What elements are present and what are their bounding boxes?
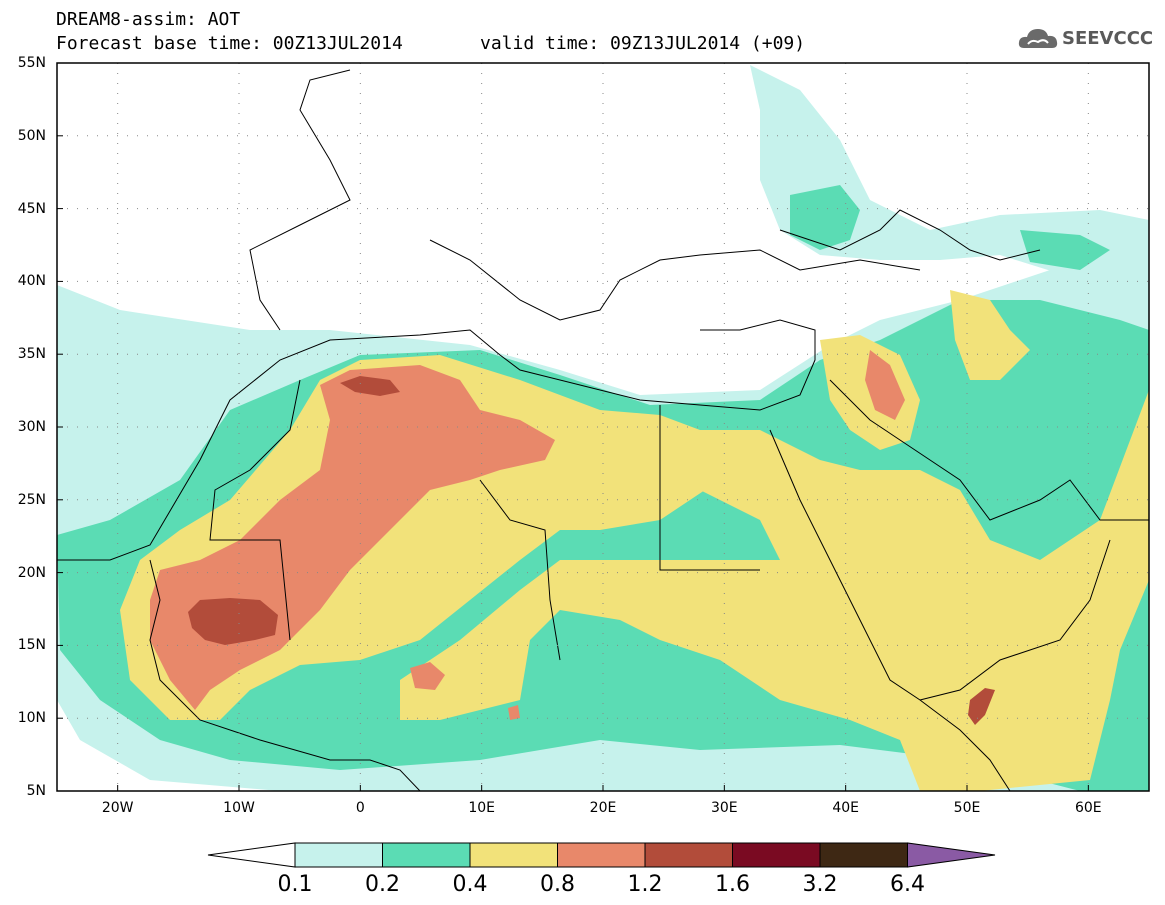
cloud-icon xyxy=(1018,29,1058,48)
lon-label: 60E xyxy=(1074,800,1102,816)
lon-label: 20W xyxy=(101,800,134,816)
colorbar-over-arrow xyxy=(907,842,996,868)
colorbar-label: 0.1 xyxy=(277,872,313,897)
lon-label: 0 xyxy=(355,800,365,816)
colorbar-box xyxy=(819,842,908,868)
lat-label: 5N xyxy=(26,783,46,799)
lon-label: 10W xyxy=(223,800,255,816)
lat-label: 50N xyxy=(17,127,46,144)
lon-label: 30E xyxy=(710,800,738,816)
colorbar-box xyxy=(382,842,471,868)
lon-label: 40E xyxy=(832,800,859,816)
lat-label: 40N xyxy=(17,273,46,290)
coastlines xyxy=(57,69,1149,791)
valid-time: valid time: 09Z13JUL2014 (+09) xyxy=(480,33,806,54)
lat-label: 45N xyxy=(17,200,46,217)
colorbar-box xyxy=(644,842,733,868)
colorbar-label: 0.2 xyxy=(365,872,400,897)
map-title: DREAM8-assim: AOT xyxy=(56,9,241,30)
lon-label: 50E xyxy=(953,800,981,816)
lat-label: 25N xyxy=(17,491,46,508)
colorbar-label: 3.2 xyxy=(802,872,838,897)
lat-label: 20N xyxy=(17,564,46,581)
aot-shading xyxy=(57,65,1149,791)
lon-label: 10E xyxy=(468,800,495,816)
colorbar-box xyxy=(469,842,558,868)
lat-label: 15N xyxy=(17,637,46,654)
colorbar-label: 1.6 xyxy=(715,872,750,897)
lat-label: 10N xyxy=(17,710,46,727)
colorbar-box xyxy=(732,842,821,868)
colorbar-under-arrow xyxy=(207,842,296,868)
colorbar-box xyxy=(294,842,383,868)
forecast-base-time: Forecast base time: 00Z13JUL2014 xyxy=(56,33,403,54)
lat-label: 35N xyxy=(17,346,46,363)
lat-label: 55N xyxy=(17,55,46,71)
logo-text: SEEVCCC xyxy=(1062,28,1154,49)
colorbar-label: 0.4 xyxy=(452,872,488,897)
colorbar-box xyxy=(557,842,646,868)
lat-label: 30N xyxy=(17,419,46,435)
lon-label: 20E xyxy=(589,800,617,816)
colorbar-label: 6.4 xyxy=(890,872,925,897)
colorbar-label: 0.8 xyxy=(540,872,575,897)
colorbar-label: 1.2 xyxy=(627,872,663,897)
seevccc-logo: SEEVCCC xyxy=(1018,24,1158,54)
